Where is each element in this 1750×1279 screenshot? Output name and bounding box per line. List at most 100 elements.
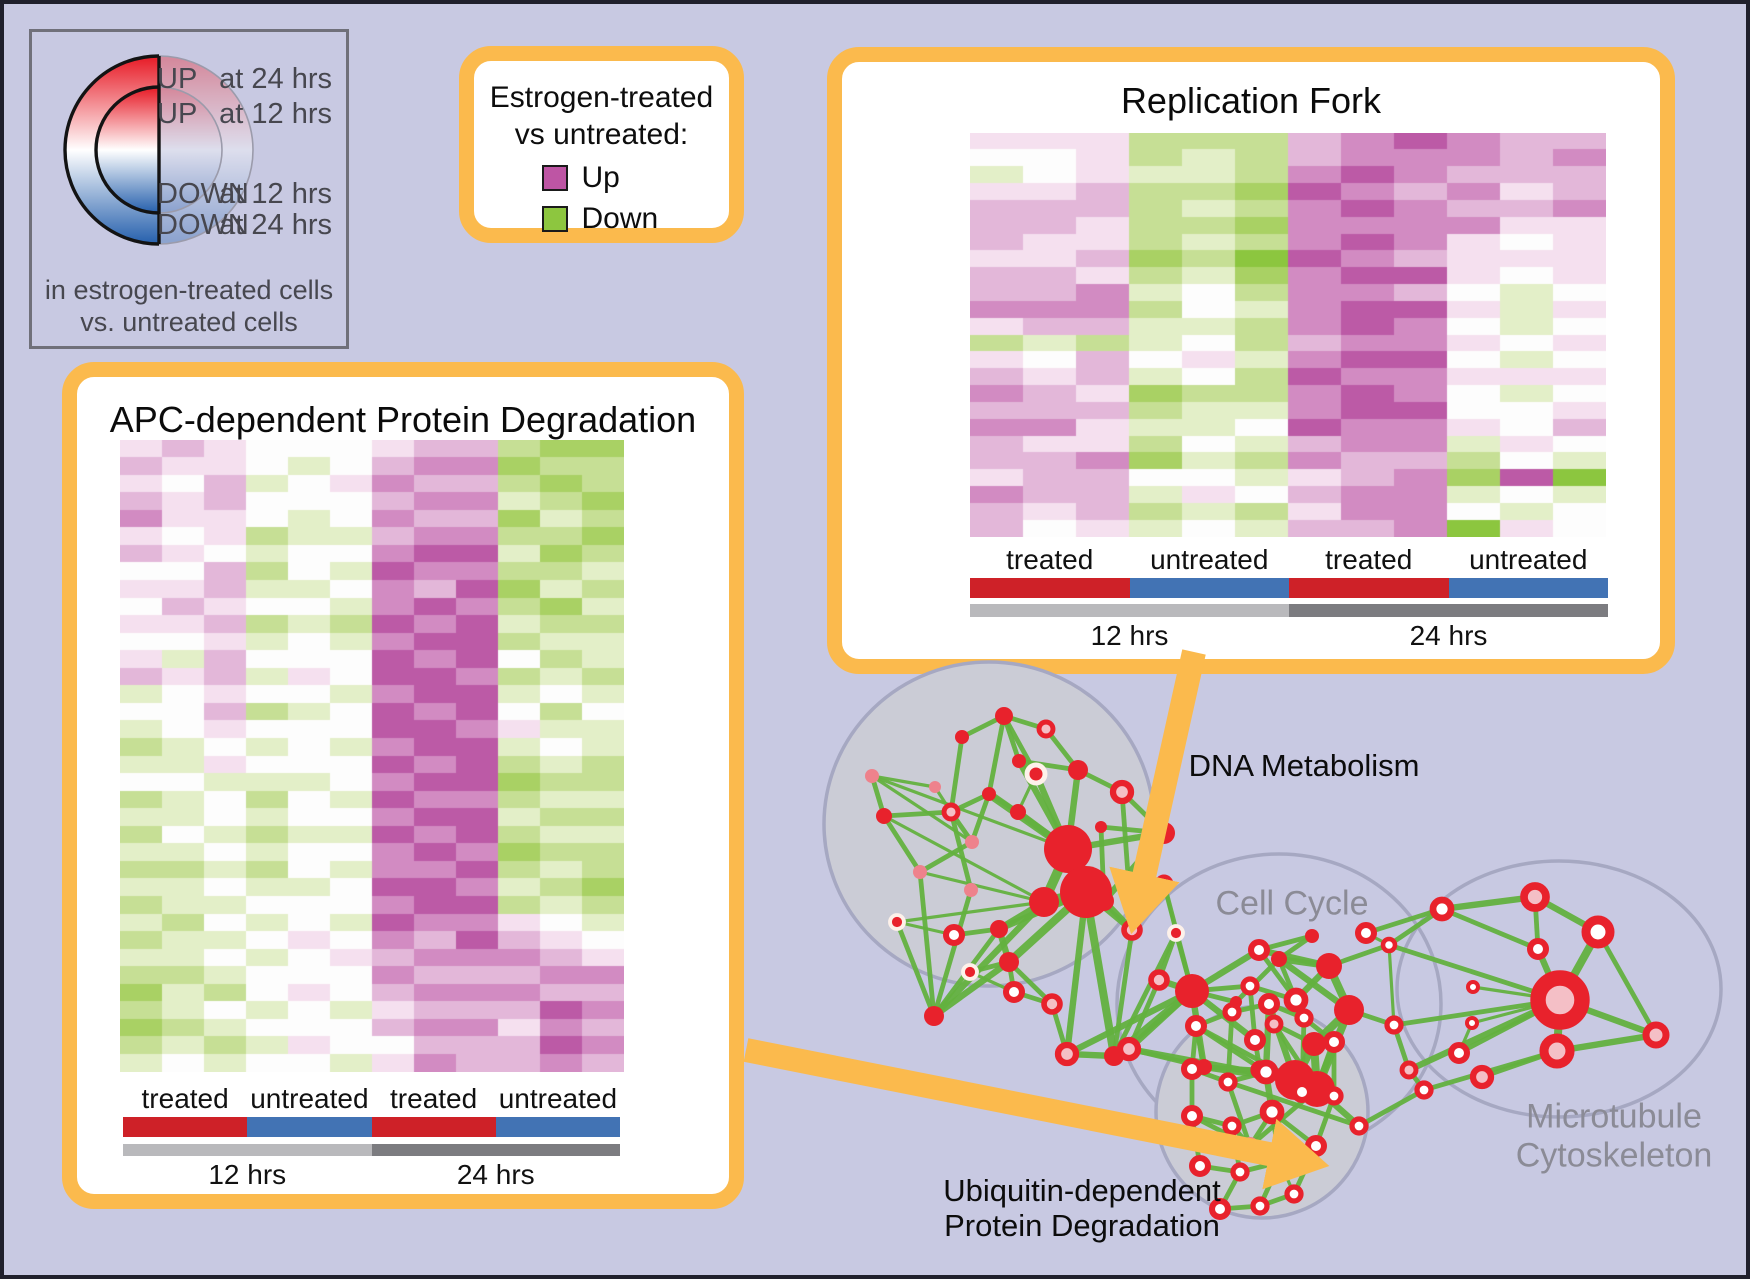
gene-node-w: [1250, 1196, 1270, 1216]
untreated-bar: [247, 1117, 372, 1137]
network-edge: [948, 736, 965, 813]
replication-fork-panel: Replication Fork treated untreated treat…: [827, 47, 1675, 674]
legend-down-12-time: at 12 hrs: [219, 178, 332, 210]
callout-arrow: [1109, 649, 1206, 935]
gene-node-w: [1189, 1155, 1211, 1177]
gene-node-k: [1520, 882, 1550, 912]
apc-time-labels: 12 hrs 24 hrs: [123, 1159, 620, 1191]
gene-node-k: [1109, 779, 1135, 805]
gene-node-s: [1334, 995, 1364, 1025]
network-edge: [919, 870, 1045, 904]
gene-node-w: [1448, 1042, 1470, 1064]
apc-24hrs-label: 24 hrs: [456, 1159, 535, 1190]
rf-group-labels: treated untreated treated untreated: [970, 544, 1608, 576]
gene-node-w: [1324, 1086, 1344, 1106]
gene-node-w: [1240, 976, 1260, 996]
network-edge: [896, 900, 1045, 924]
gene-node-s: [1012, 754, 1026, 768]
microtubule-label-line1: Microtubule: [1526, 1097, 1702, 1136]
gene-node-w: [1294, 1008, 1314, 1028]
time-12-bar: [970, 604, 1289, 617]
gene-node-w: [1527, 938, 1549, 960]
gene-node-d: [1024, 762, 1048, 786]
rf-time-labels: 12 hrs 24 hrs: [970, 620, 1608, 652]
apc-group-untreated-12: untreated: [250, 1083, 369, 1114]
gene-node-s: [1271, 951, 1287, 967]
gene-node-w: [1291, 1081, 1313, 1103]
legend-up-24-time: at 24 hrs: [219, 63, 332, 95]
ubiquitin-label-line2: Protein Degradation: [944, 1208, 1220, 1243]
gene-node-w: [1283, 987, 1309, 1013]
up-swatch-icon: [541, 165, 568, 191]
network-edge: [1387, 944, 1396, 1026]
apc-panel-title: APC-dependent Protein Degradation: [109, 399, 697, 440]
apc-group-untreated-24: untreated: [498, 1083, 618, 1114]
gene-node-w: [1181, 1105, 1203, 1127]
gene-node-s: [1068, 760, 1088, 780]
network-edge: [881, 814, 923, 874]
network-edge: [1225, 1081, 1253, 1147]
network-edge: [1365, 906, 1443, 936]
estrogen-legend-title: Estrogen-treated vs untreated:: [474, 79, 729, 153]
apc-group-treated-12: treated: [141, 1083, 229, 1114]
legend-down-24-dir: DOWN: [157, 209, 249, 241]
gene-node-w: [943, 924, 965, 946]
gene-node-w: [1323, 1031, 1345, 1053]
apc-12hrs-label: 12 hrs: [208, 1159, 287, 1190]
gene-node-d: [961, 963, 979, 981]
network-edge: [1595, 930, 1659, 1037]
gene-node-s: [999, 952, 1019, 972]
gene-node-w: [1305, 1135, 1327, 1157]
legend-up-24-dir: UP: [157, 63, 198, 95]
gene-node-s: [876, 808, 892, 824]
time-12-bar: [123, 1144, 372, 1156]
gene-node-w: [1209, 1198, 1231, 1220]
network-edge: [1441, 893, 1536, 913]
gene-node-k: [1642, 1021, 1670, 1049]
time-24-bar: [371, 1144, 620, 1156]
apc-panel: APC-dependent Protein Degradation treate…: [62, 362, 744, 1209]
gene-node-s: [1305, 929, 1319, 943]
network-edge: [917, 871, 937, 1017]
gene-node-p: [865, 769, 879, 783]
rf-group-untreated-12: untreated: [1150, 544, 1269, 575]
dna-metabolism-label: DNA Metabolism: [1188, 748, 1420, 783]
cell-cycle-label: Cell Cycle: [1215, 884, 1369, 923]
network-edge: [1111, 929, 1135, 1057]
gene-node-w: [1218, 1072, 1238, 1092]
gene-node-w: [1003, 981, 1025, 1003]
treated-bar: [123, 1117, 248, 1137]
network-edge: [1126, 979, 1162, 1050]
network-edge: [932, 959, 1011, 1019]
gene-node-s: [1095, 821, 1107, 833]
ubiquitin-label-line1: Ubiquitin-dependent: [943, 1173, 1221, 1208]
gene-node-w: [1380, 936, 1398, 954]
gene-node-w: [1253, 1059, 1279, 1085]
network-edge: [883, 809, 952, 819]
legend-up-12-dir: UP: [157, 98, 198, 130]
network-edge: [871, 774, 1069, 851]
enrichment-network: [743, 649, 1723, 1220]
callout-arrow: [743, 1038, 1330, 1190]
gene-node-p: [913, 865, 927, 879]
gene-node-k: [1054, 1041, 1080, 1067]
gene-node-w: [1248, 939, 1270, 961]
updown-ring-legend: UP at 24 hrs UP at 12 hrs DOWN at 12 hrs…: [29, 29, 349, 349]
gene-node-w: [1185, 1015, 1207, 1037]
gene-node-s: [955, 730, 969, 744]
gene-node-w: [1429, 896, 1455, 922]
gene-node-k: [1539, 1033, 1575, 1069]
gene-node-p: [965, 835, 979, 849]
legend-item-up: Up: [541, 161, 662, 195]
gene-node-s: [982, 787, 996, 801]
gene-node-s: [990, 920, 1008, 938]
network-edge: [894, 921, 937, 1017]
network-edge: [1082, 891, 1118, 1057]
gene-node-s: [995, 707, 1013, 725]
legend-down-12-dir: DOWN: [157, 178, 249, 210]
estrogen-legend-box: Estrogen-treated vs untreated: Up Down: [459, 46, 744, 243]
gene-node-s: [1029, 887, 1059, 917]
network-edge: [948, 811, 974, 891]
estrogen-legend-title-line2: vs untreated:: [514, 118, 689, 151]
